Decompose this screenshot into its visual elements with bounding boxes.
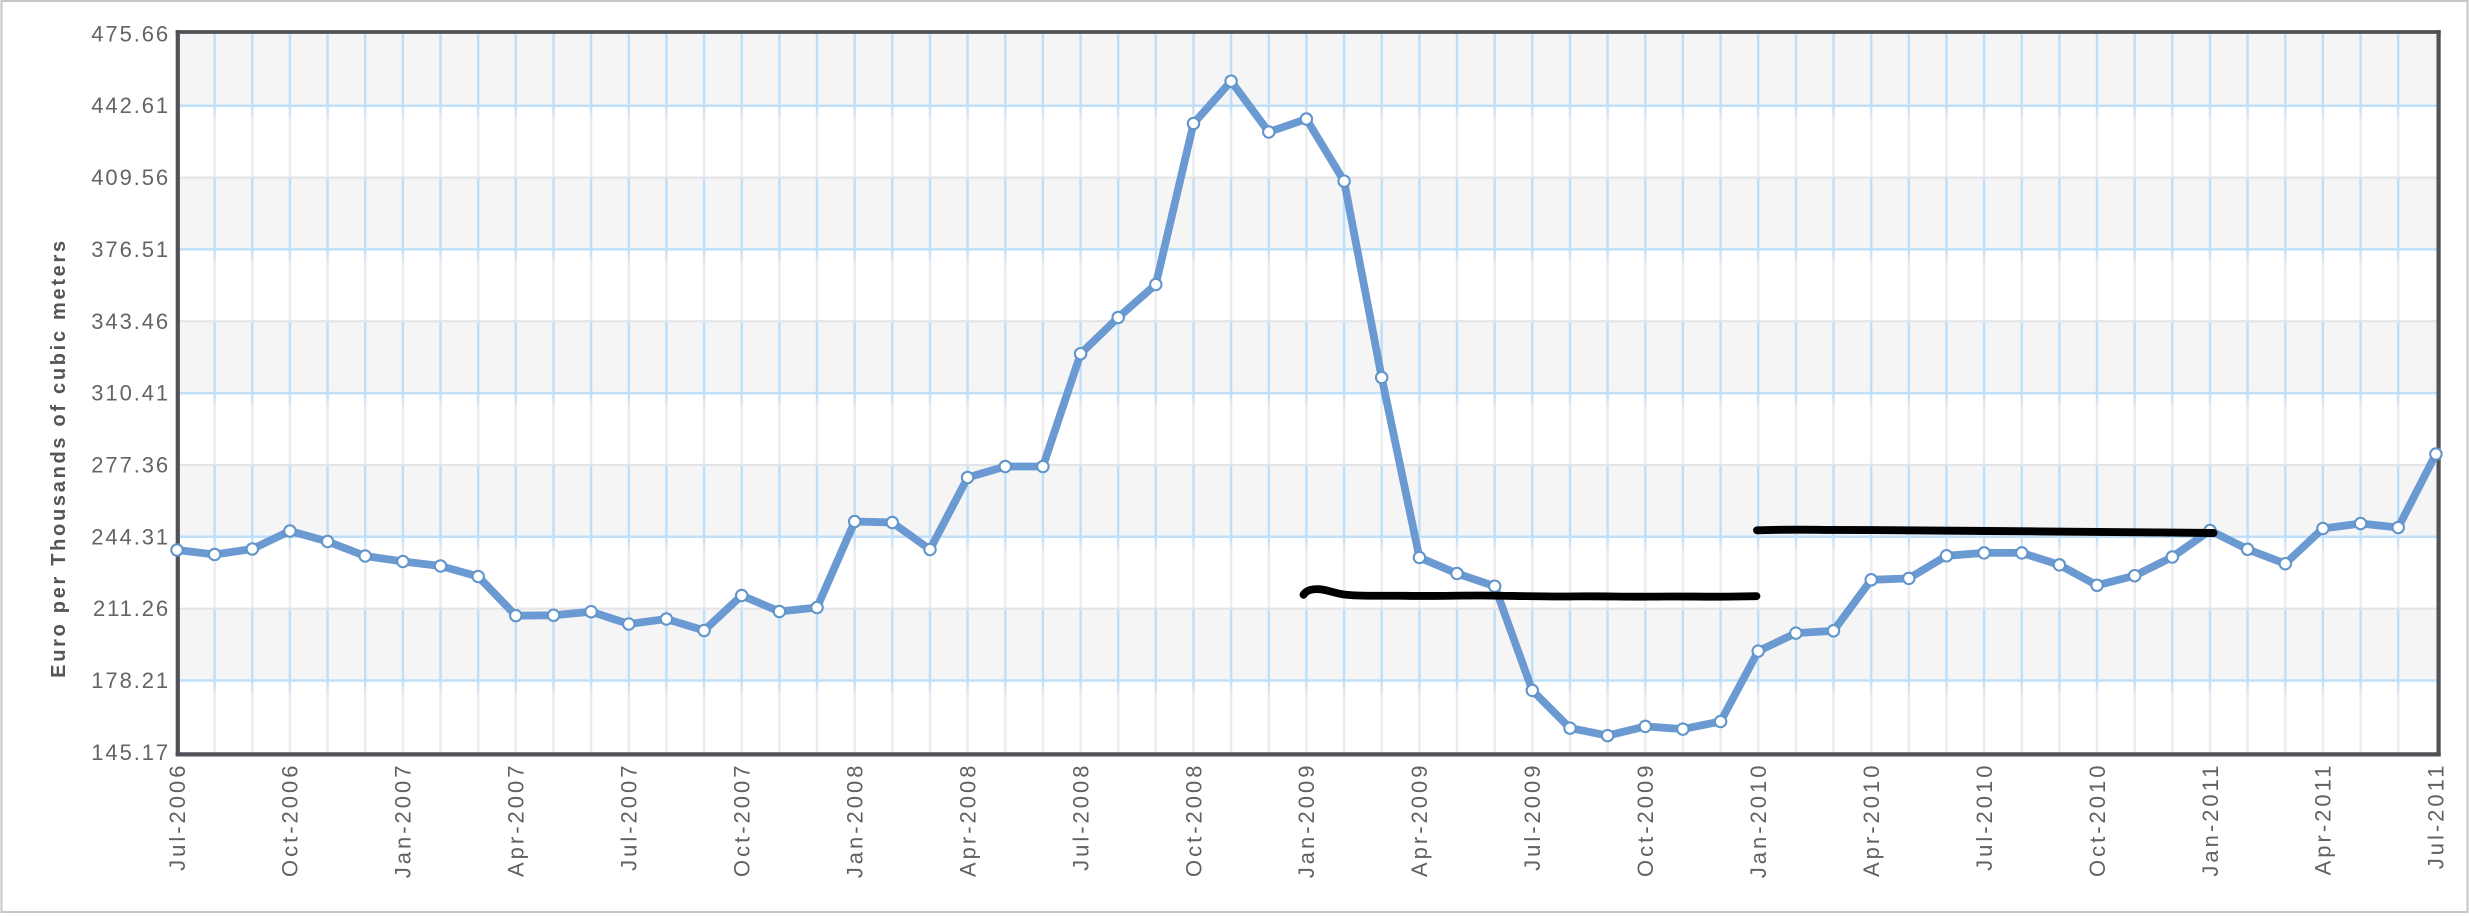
svg-text:343.46: 343.46 — [91, 309, 170, 334]
svg-text:Oct-2007: Oct-2007 — [730, 763, 755, 878]
svg-text:145.17: 145.17 — [91, 740, 170, 765]
svg-text:Jan-2008: Jan-2008 — [843, 763, 868, 879]
svg-text:Jul-2010: Jul-2010 — [1972, 763, 1997, 871]
svg-text:211.26: 211.26 — [93, 596, 170, 621]
svg-text:Oct-2006: Oct-2006 — [278, 763, 303, 878]
svg-text:Jul-2009: Jul-2009 — [1520, 763, 1545, 871]
svg-text:442.61: 442.61 — [91, 93, 170, 118]
svg-text:Apr-2008: Apr-2008 — [955, 763, 980, 878]
svg-text:Apr-2007: Apr-2007 — [504, 763, 529, 878]
svg-text:Oct-2010: Oct-2010 — [2085, 763, 2110, 878]
svg-text:Apr-2011: Apr-2011 — [2311, 763, 2336, 876]
svg-text:Jan-2010: Jan-2010 — [1746, 763, 1771, 879]
svg-text:Jul-2007: Jul-2007 — [617, 763, 642, 871]
svg-text:Jul-2011: Jul-2011 — [2424, 763, 2449, 870]
svg-text:Apr-2010: Apr-2010 — [1859, 763, 1884, 878]
svg-text:475.66: 475.66 — [91, 21, 170, 46]
svg-text:310.41: 310.41 — [91, 381, 170, 406]
svg-text:Apr-2009: Apr-2009 — [1407, 763, 1432, 878]
svg-text:Jan-2009: Jan-2009 — [1294, 763, 1319, 879]
svg-text:409.56: 409.56 — [91, 165, 170, 190]
svg-text:277.36: 277.36 — [91, 452, 170, 477]
svg-text:Jul-2006: Jul-2006 — [165, 763, 190, 871]
svg-text:Oct-2009: Oct-2009 — [1633, 763, 1658, 878]
svg-text:Jan-2011: Jan-2011 — [2198, 763, 2223, 877]
svg-text:244.31: 244.31 — [91, 524, 170, 549]
svg-text:Euro per Thousands of cubic me: Euro per Thousands of cubic meters — [48, 238, 70, 678]
svg-text:Oct-2008: Oct-2008 — [1181, 763, 1206, 878]
svg-text:178.21: 178.21 — [91, 668, 170, 693]
svg-text:Jul-2008: Jul-2008 — [1068, 763, 1093, 871]
svg-text:376.51: 376.51 — [91, 237, 170, 262]
svg-text:Jan-2007: Jan-2007 — [391, 763, 416, 879]
